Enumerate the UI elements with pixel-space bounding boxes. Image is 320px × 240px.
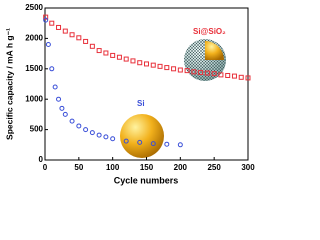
data-point — [123, 56, 129, 62]
data-point — [45, 41, 51, 47]
data-point — [116, 54, 122, 60]
data-point — [171, 66, 177, 72]
data-point — [76, 35, 82, 41]
data-point — [198, 69, 204, 75]
y-tick-label: 2500 — [25, 3, 43, 12]
data-point — [56, 24, 62, 30]
x-tick-label: 200 — [174, 163, 188, 172]
data-point — [103, 134, 109, 140]
data-point — [49, 66, 55, 72]
data-point — [110, 136, 116, 142]
data-point — [89, 43, 95, 49]
data-point — [164, 65, 170, 71]
data-point — [103, 50, 109, 56]
data-point — [157, 63, 163, 69]
data-point — [184, 68, 190, 74]
data-point — [218, 72, 224, 78]
data-point — [144, 61, 149, 67]
data-point — [89, 130, 95, 136]
data-point — [150, 62, 156, 68]
x-axis-title: Cycle numbers — [114, 175, 179, 185]
data-point — [52, 84, 58, 90]
y-axis-title: Specific capacity / mA h g⁻¹ — [4, 28, 14, 140]
data-point — [83, 127, 89, 133]
data-point — [225, 72, 231, 78]
chart: Si@SiO₂ Si Cycle numbers Specific capaci… — [4, 3, 255, 185]
y-tick-label: 1000 — [25, 94, 43, 103]
data-point — [96, 48, 102, 54]
x-tick-label: 250 — [207, 163, 221, 172]
data-point — [177, 67, 183, 73]
data-point — [150, 141, 156, 147]
data-point — [49, 20, 55, 26]
data-point — [137, 139, 143, 145]
data-point — [62, 28, 68, 34]
data-point — [130, 58, 136, 64]
data-point — [191, 69, 197, 75]
data-point — [83, 38, 89, 44]
data-point — [164, 141, 170, 147]
data-point — [43, 14, 49, 20]
data-point — [110, 52, 116, 58]
data-point — [204, 70, 210, 76]
data-point — [62, 111, 68, 117]
x-tick-label: 150 — [140, 163, 154, 172]
x-tick-label: 100 — [106, 163, 120, 172]
y-tick-label: 500 — [30, 125, 44, 134]
x-tick-label: 300 — [241, 163, 255, 172]
annotation: Si@SiO₂ — [193, 27, 226, 36]
data-point — [69, 118, 75, 124]
data-point — [69, 32, 75, 38]
y-tick-label: 2000 — [25, 34, 43, 43]
x-tick-label: 50 — [74, 163, 83, 172]
data-point — [238, 74, 244, 80]
data-point — [177, 142, 183, 148]
data-point — [123, 138, 129, 144]
data-point — [211, 71, 217, 77]
y-tick-label: 0 — [39, 155, 44, 164]
si-sphere — [120, 114, 164, 158]
core-shell-illustration — [184, 39, 226, 81]
annotation: Si — [137, 99, 145, 108]
data-point — [231, 73, 237, 79]
data-point — [76, 123, 82, 129]
data-point — [245, 75, 251, 81]
data-point — [59, 105, 65, 111]
x-tick-label: 0 — [43, 163, 48, 172]
data-point — [43, 17, 49, 23]
data-point — [137, 60, 143, 66]
data-point — [56, 96, 62, 102]
data-point — [96, 132, 102, 138]
y-tick-label: 1500 — [25, 64, 43, 73]
